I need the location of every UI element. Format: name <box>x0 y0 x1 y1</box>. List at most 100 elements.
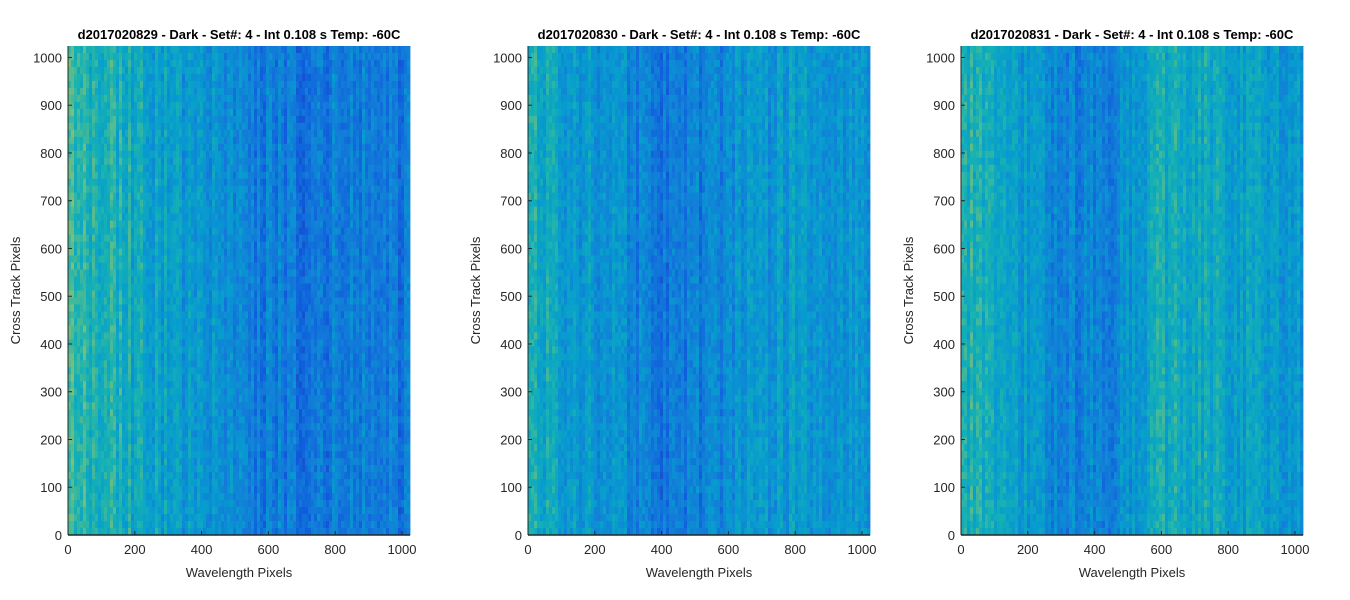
heatmap-cell <box>239 129 243 138</box>
heatmap-cell <box>170 318 174 326</box>
heatmap-cell <box>245 402 249 410</box>
heatmap-cell <box>191 101 195 110</box>
heatmap-cell <box>137 87 141 96</box>
heatmap-cell <box>245 262 249 270</box>
heatmap-cell <box>134 479 138 487</box>
heatmap-cell <box>179 290 183 298</box>
heatmap-cell <box>170 290 174 298</box>
heatmap-cell <box>200 94 204 103</box>
heatmap-cell <box>86 171 90 180</box>
heatmap-cell <box>170 367 174 375</box>
heatmap-cell <box>134 213 138 222</box>
heatmap-cell <box>143 395 147 403</box>
heatmap-cell <box>107 185 111 194</box>
heatmap-cell <box>242 325 246 333</box>
heatmap-cell <box>275 178 279 187</box>
heatmap-cell <box>200 311 204 319</box>
heatmap-cell <box>107 395 111 403</box>
heatmap-cell <box>173 150 177 159</box>
heatmap-cell <box>188 367 192 375</box>
heatmap-cell <box>194 325 198 333</box>
heatmap-cell <box>98 52 102 61</box>
heatmap-cell <box>164 213 168 222</box>
heatmap-cell <box>116 395 120 403</box>
heatmap-cell <box>215 346 219 354</box>
heatmap-cell <box>197 332 201 340</box>
heatmap-cell <box>74 206 78 215</box>
heatmap-cell <box>146 46 150 54</box>
heatmap-cell <box>161 500 165 508</box>
heatmap-cell <box>140 115 144 124</box>
heatmap-cell <box>254 507 258 515</box>
heatmap-cell <box>143 423 147 431</box>
heatmap-cell <box>212 458 216 466</box>
heatmap-cell <box>185 129 189 138</box>
heatmap-cell <box>86 444 90 452</box>
heatmap-cell <box>200 339 204 347</box>
heatmap-cell <box>134 332 138 340</box>
heatmap-cell <box>185 388 189 396</box>
heatmap-cell <box>188 213 192 222</box>
heatmap-cell <box>122 360 126 368</box>
heatmap-cell <box>263 269 267 277</box>
heatmap-cell <box>80 241 84 249</box>
heatmap-cell <box>92 304 96 312</box>
heatmap-cell <box>215 164 219 173</box>
heatmap-cell <box>197 276 201 284</box>
heatmap-cell <box>71 521 75 529</box>
heatmap-cell <box>281 206 285 215</box>
heatmap-cell <box>86 416 90 424</box>
heatmap-cell <box>251 451 255 459</box>
heatmap-cell <box>251 143 255 152</box>
heatmap-cell <box>125 311 129 319</box>
heatmap-cell <box>101 374 105 382</box>
heatmap-cell <box>152 437 156 445</box>
heatmap-cell <box>212 129 216 138</box>
heatmap-cell <box>275 136 279 145</box>
heatmap-cell <box>89 73 93 82</box>
heatmap-cell <box>254 206 258 215</box>
heatmap-cell <box>146 143 150 152</box>
heatmap-cell <box>224 346 228 354</box>
heatmap-cell <box>86 346 90 354</box>
heatmap-cell <box>212 66 216 75</box>
heatmap-cell <box>179 66 183 75</box>
heatmap-cell <box>86 80 90 89</box>
heatmap-cell <box>86 528 90 536</box>
heatmap-cell <box>128 528 132 536</box>
heatmap-cell <box>170 101 174 110</box>
heatmap-cell <box>104 115 108 124</box>
heatmap-cell <box>140 458 144 466</box>
heatmap-cell <box>191 241 195 249</box>
heatmap-cell <box>254 339 258 347</box>
heatmap-cell <box>143 80 147 89</box>
heatmap-cell <box>92 227 96 236</box>
heatmap-cell <box>176 465 180 473</box>
heatmap-cell <box>77 52 81 61</box>
heatmap-cell <box>95 374 99 382</box>
heatmap-cell <box>158 479 162 487</box>
heatmap-cell <box>260 458 264 466</box>
heatmap-cell <box>116 269 120 277</box>
heatmap-cell <box>203 444 207 452</box>
heatmap-cell <box>80 444 84 452</box>
heatmap-cell <box>77 409 81 417</box>
heatmap-cell <box>221 395 225 403</box>
heatmap-cell <box>197 353 201 361</box>
heatmap-cell <box>197 472 201 480</box>
heatmap-cell <box>80 150 84 159</box>
heatmap-cell <box>194 528 198 536</box>
heatmap-cell <box>95 220 99 229</box>
heatmap-cell <box>248 360 252 368</box>
heatmap-cell <box>272 444 276 452</box>
heatmap-cell <box>83 346 87 354</box>
heatmap-cell <box>137 521 141 529</box>
heatmap-cell <box>134 346 138 354</box>
heatmap-cell <box>242 353 246 361</box>
heatmap-cell <box>164 46 168 54</box>
heatmap-cell <box>272 458 276 466</box>
heatmap-cell <box>143 437 147 445</box>
heatmap-cell <box>119 46 123 54</box>
heatmap-cell <box>230 290 234 298</box>
heatmap-cell <box>155 339 159 347</box>
